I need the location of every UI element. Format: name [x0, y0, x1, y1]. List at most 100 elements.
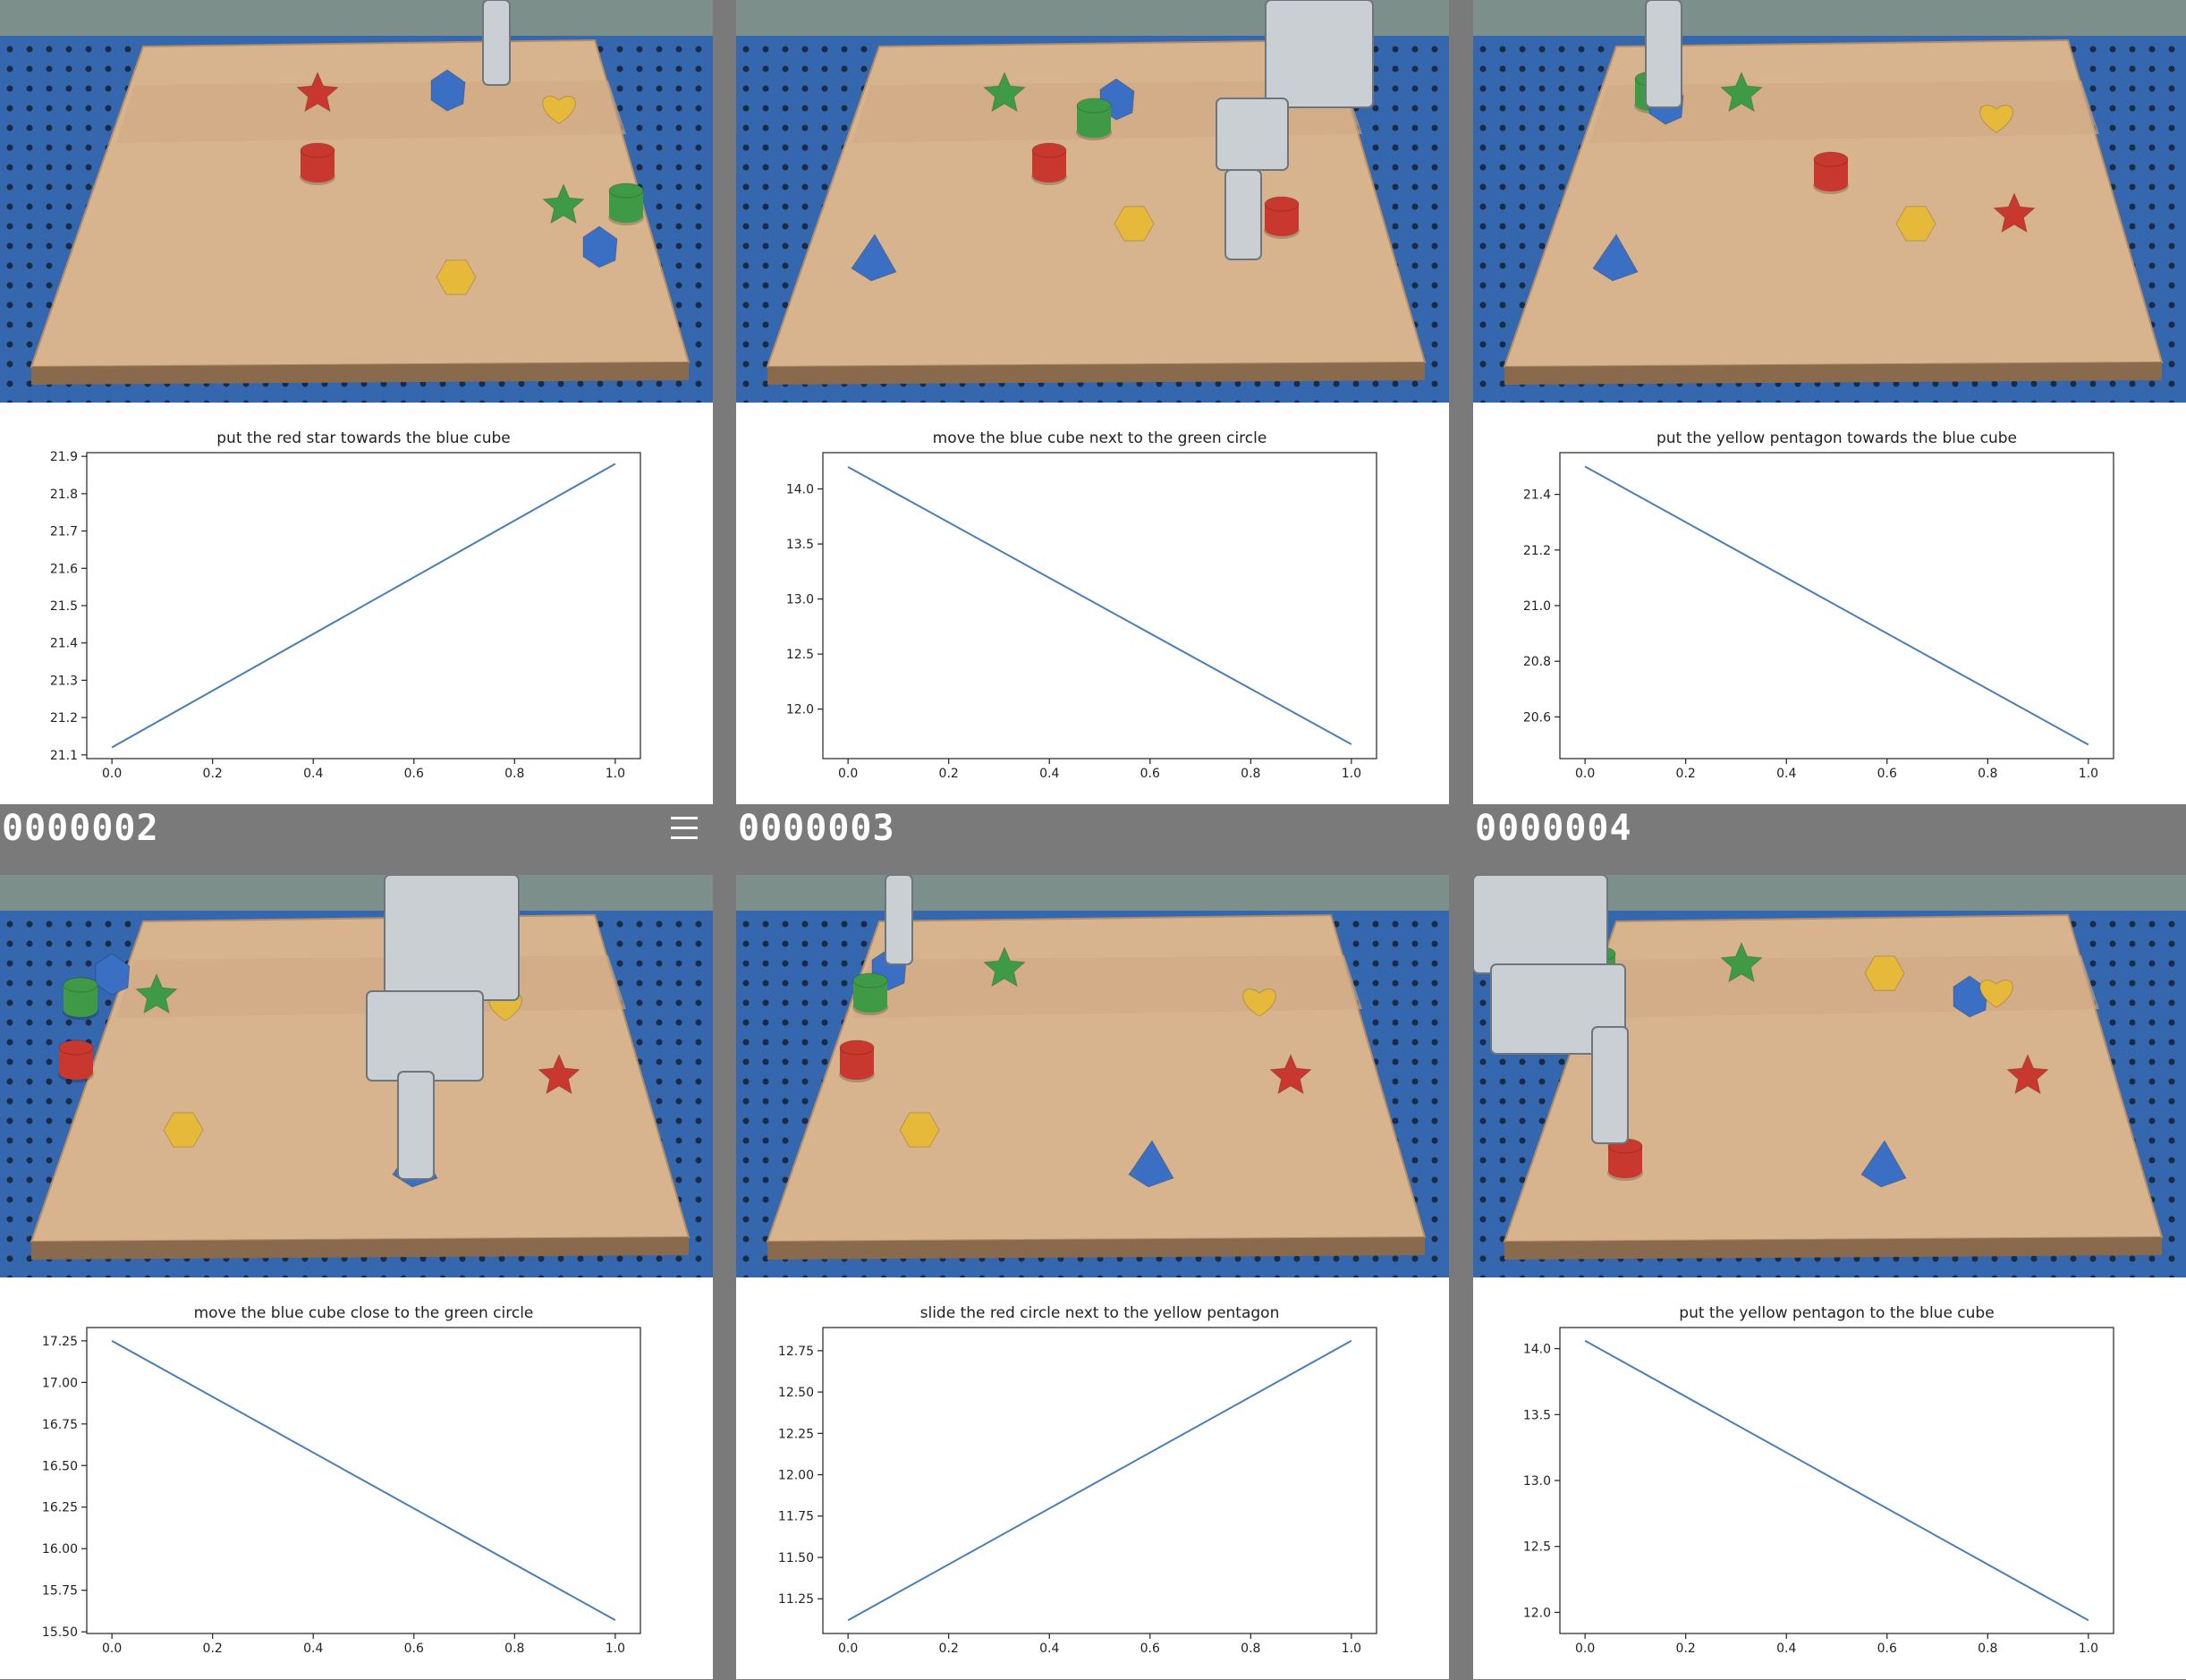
x-tick-label: 0.6 [1877, 767, 1897, 781]
y-tick-label: 11.25 [778, 1592, 814, 1607]
panel-6: put the yellow pentagon to the blue cube… [1473, 875, 2186, 1680]
hamburger-menu-icon[interactable] [671, 817, 698, 840]
y-tick-label: 12.50 [778, 1386, 814, 1400]
y-tick-label: 17.25 [42, 1335, 78, 1349]
x-tick-label: 0.0 [1575, 1642, 1595, 1656]
frame-label-0000003: 0000003 [738, 808, 895, 849]
y-tick-label: 14.0 [786, 483, 814, 497]
panel-2: move the blue cube next to the green cir… [736, 0, 1449, 875]
panel-5: slide the red circle next to the yellow … [736, 875, 1449, 1680]
x-tick-label: 0.4 [303, 767, 323, 781]
chart-title: put the red star towards the blue cube [216, 429, 511, 447]
robot-scene-photo [736, 0, 1449, 403]
y-tick-label: 21.6 [50, 562, 78, 576]
x-tick-label: 0.4 [1776, 1642, 1796, 1656]
y-tick-label: 12.75 [778, 1345, 814, 1359]
y-tick-label: 13.5 [786, 538, 814, 552]
y-tick-label: 15.75 [42, 1584, 78, 1599]
y-tick-label: 12.25 [778, 1427, 814, 1441]
x-tick-label: 0.6 [1140, 767, 1160, 781]
chart-title: move the blue cube close to the green ci… [194, 1304, 534, 1322]
line-chart: put the red star towards the blue cube 0.… [0, 403, 713, 804]
x-tick-label: 1.0 [606, 767, 625, 781]
series-line [1584, 1339, 2089, 1622]
y-tick-label: 17.00 [42, 1376, 78, 1390]
line-chart: put the yellow pentagon towards the blue… [1473, 403, 2186, 804]
line-chart: put the yellow pentagon to the blue cube… [1473, 1277, 2186, 1679]
x-tick-label: 0.6 [404, 1642, 424, 1656]
x-tick-label: 0.4 [1039, 1642, 1059, 1656]
x-tick-label: 1.0 [1342, 767, 1361, 781]
x-tick-label: 0.8 [504, 767, 524, 781]
x-tick-label: 0.4 [303, 1642, 323, 1656]
x-tick-label: 0.8 [1978, 767, 1997, 781]
y-tick-label: 21.2 [1523, 544, 1551, 558]
x-tick-label: 0.6 [1877, 1642, 1897, 1656]
y-tick-label: 13.0 [786, 593, 814, 607]
plot-frame [822, 452, 1377, 759]
y-tick-label: 21.9 [50, 450, 78, 464]
y-tick-label: 21.7 [50, 525, 78, 539]
y-tick-label: 11.50 [778, 1551, 814, 1565]
line-chart: move the blue cube next to the green cir… [736, 403, 1449, 804]
x-tick-label: 0.0 [102, 1642, 122, 1656]
y-tick-label: 21.5 [50, 599, 78, 614]
y-tick-label: 16.50 [42, 1459, 78, 1473]
y-tick-label: 12.5 [786, 648, 814, 662]
x-tick-label: 0.2 [203, 767, 223, 781]
x-tick-label: 1.0 [2079, 767, 2098, 781]
chart-title: move the blue cube next to the green cir… [933, 429, 1267, 447]
robot-scene-photo [1473, 875, 2186, 1277]
panel-3: put the yellow pentagon towards the blue… [1473, 0, 2186, 875]
x-tick-label: 0.2 [939, 1642, 959, 1656]
robot-scene-photo [0, 875, 713, 1277]
y-tick-label: 13.5 [1523, 1408, 1551, 1422]
x-tick-label: 0.0 [838, 767, 858, 781]
x-tick-label: 0.2 [939, 767, 959, 781]
x-tick-label: 0.8 [1241, 1642, 1260, 1656]
y-tick-label: 12.0 [786, 703, 814, 717]
y-tick-label: 21.4 [1523, 488, 1551, 503]
y-tick-label: 13.0 [1523, 1474, 1551, 1489]
y-tick-label: 14.0 [1523, 1343, 1551, 1357]
x-tick-label: 0.8 [1978, 1642, 1997, 1656]
x-tick-label: 0.8 [1241, 767, 1260, 781]
y-tick-label: 11.75 [778, 1510, 814, 1524]
y-tick-label: 12.0 [1523, 1606, 1551, 1620]
panel-4: move the blue cube close to the green ci… [0, 875, 713, 1680]
y-tick-label: 12.5 [1523, 1540, 1551, 1555]
y-tick-label: 21.4 [50, 637, 78, 651]
x-tick-label: 0.4 [1039, 767, 1059, 781]
y-tick-label: 16.75 [42, 1418, 78, 1432]
series-line [1584, 465, 2089, 746]
robot-scene-photo [736, 875, 1449, 1277]
plot-frame [86, 1327, 641, 1634]
x-tick-label: 1.0 [1342, 1642, 1361, 1656]
y-tick-label: 21.2 [50, 711, 78, 725]
line-chart: move the blue cube close to the green ci… [0, 1277, 713, 1679]
series-line [847, 1339, 1352, 1622]
x-tick-label: 0.8 [504, 1642, 524, 1656]
y-tick-label: 20.8 [1523, 655, 1551, 669]
y-tick-label: 21.0 [1523, 599, 1551, 614]
x-tick-label: 1.0 [606, 1642, 625, 1656]
x-tick-label: 0.2 [1676, 1642, 1696, 1656]
y-tick-label: 15.50 [42, 1625, 78, 1640]
x-tick-label: 0.6 [404, 767, 424, 781]
x-tick-label: 1.0 [2079, 1642, 2098, 1656]
y-tick-label: 21.8 [50, 488, 78, 502]
frame-label-0000002: 0000002 [2, 808, 159, 849]
x-tick-label: 0.2 [203, 1642, 223, 1656]
y-tick-label: 20.6 [1523, 710, 1551, 725]
y-tick-label: 16.25 [42, 1501, 78, 1515]
series-line [847, 466, 1352, 745]
chart-title: put the yellow pentagon towards the blue… [1656, 429, 2017, 447]
line-chart: slide the red circle next to the yellow … [736, 1277, 1449, 1679]
x-tick-label: 0.0 [102, 767, 122, 781]
frame-label-0000004: 0000004 [1475, 808, 1632, 849]
y-tick-label: 16.00 [42, 1542, 78, 1557]
series-line [111, 1340, 616, 1621]
x-tick-label: 0.0 [1575, 767, 1595, 781]
robot-scene-photo [0, 0, 713, 403]
x-tick-label: 0.0 [838, 1642, 858, 1656]
